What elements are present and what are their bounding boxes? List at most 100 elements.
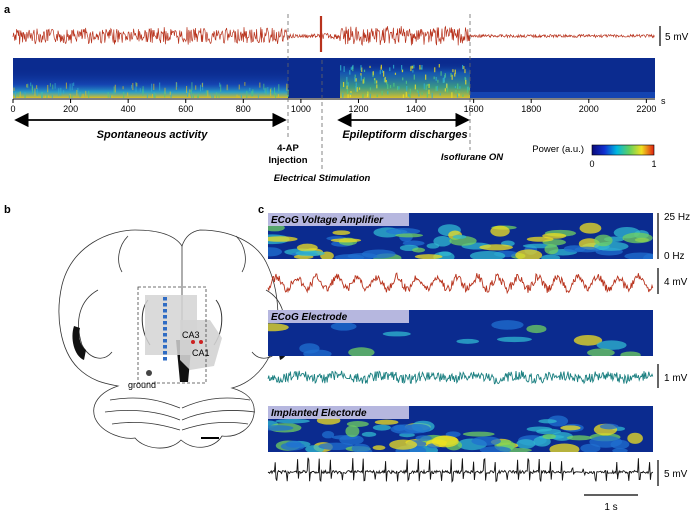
electrode-contact bbox=[163, 297, 167, 301]
spec-blob bbox=[452, 234, 467, 239]
spec-texture-mark bbox=[30, 82, 32, 87]
spec-texture-mark bbox=[418, 93, 420, 97]
spec-texture-mark bbox=[49, 83, 51, 87]
spec-texture-mark bbox=[211, 94, 213, 98]
spec-texture-mark bbox=[381, 69, 383, 73]
spec-texture-mark bbox=[421, 92, 423, 96]
axis-unit-s: s bbox=[661, 96, 666, 106]
spec-texture-mark bbox=[363, 69, 366, 73]
spec-texture-mark bbox=[350, 92, 352, 96]
spec-texture-mark bbox=[69, 93, 71, 98]
spec-texture-mark bbox=[190, 89, 192, 94]
spec-texture-mark bbox=[257, 94, 259, 98]
spec2-title: ECoG Electrode bbox=[271, 312, 348, 323]
spec-texture-mark bbox=[58, 88, 60, 96]
spec-texture-mark bbox=[238, 95, 240, 98]
spec-blob bbox=[526, 324, 547, 334]
spec-blob bbox=[594, 234, 613, 247]
spec-texture-mark bbox=[350, 90, 352, 95]
spec-texture-mark bbox=[71, 95, 73, 98]
spec-texture-mark bbox=[379, 70, 381, 75]
spec-texture-mark bbox=[417, 91, 419, 94]
spec-texture-mark bbox=[437, 79, 439, 83]
spec-texture-mark bbox=[457, 83, 459, 89]
spec-texture-mark bbox=[342, 81, 345, 88]
spec-texture-mark bbox=[454, 69, 456, 75]
spec-blob bbox=[622, 232, 653, 244]
spec-discharge-band bbox=[340, 62, 470, 98]
spec-texture-mark bbox=[392, 64, 395, 69]
spec-blob bbox=[516, 439, 536, 449]
spec-texture-mark bbox=[374, 78, 376, 84]
spec-texture-mark bbox=[52, 84, 54, 90]
electrode-contact bbox=[163, 321, 167, 325]
spec-texture-mark bbox=[270, 92, 272, 97]
trace-implanted-electrode bbox=[267, 457, 654, 483]
spec-texture-mark bbox=[380, 66, 382, 70]
spec-texture-mark bbox=[366, 93, 369, 98]
colorbar bbox=[591, 144, 655, 156]
spec-texture-mark bbox=[69, 83, 71, 91]
spec-blob bbox=[415, 435, 432, 441]
spec-texture-mark bbox=[356, 87, 358, 92]
spec-blob bbox=[549, 443, 580, 452]
spec-blob bbox=[573, 335, 603, 346]
scale-label-5mv: 5 mV bbox=[665, 32, 689, 43]
spec-texture-mark bbox=[456, 94, 459, 98]
spec-blob bbox=[332, 230, 351, 236]
spec-texture-mark bbox=[132, 82, 134, 91]
spec-texture-mark bbox=[220, 84, 222, 92]
spec-texture-mark bbox=[464, 76, 466, 80]
spec-blob bbox=[275, 418, 310, 424]
left-dark-structure bbox=[72, 326, 86, 360]
spec-texture-mark bbox=[426, 91, 428, 98]
spec-texture-mark bbox=[349, 70, 351, 75]
spec-texture-mark bbox=[405, 80, 408, 84]
time-tick-label: 1000 bbox=[291, 104, 311, 114]
spec-texture-mark bbox=[79, 91, 81, 98]
time-tick-label: 200 bbox=[63, 104, 78, 114]
spec-texture-mark bbox=[114, 84, 116, 93]
injection-label-2: Injection bbox=[268, 155, 307, 166]
spec-texture-mark bbox=[355, 78, 357, 82]
electrode-contact bbox=[163, 315, 167, 319]
spontaneous-label: Spontaneous activity bbox=[97, 129, 209, 141]
panel-label-c: c bbox=[258, 204, 264, 216]
spec-texture-mark bbox=[347, 94, 349, 98]
spec-texture-mark bbox=[409, 94, 411, 98]
time-tick-label: 800 bbox=[236, 104, 251, 114]
trace-voltage-amplifier bbox=[267, 272, 654, 295]
time-tick-label: 0 bbox=[10, 104, 15, 114]
spec-blob bbox=[345, 425, 360, 438]
spec-texture-mark bbox=[416, 89, 419, 93]
spec-texture-mark bbox=[265, 87, 267, 96]
spec-texture-mark bbox=[459, 86, 461, 89]
spec-blob bbox=[268, 247, 283, 257]
spec-texture-mark bbox=[77, 87, 79, 93]
spec-texture-mark bbox=[431, 92, 433, 98]
spec-blob bbox=[431, 435, 459, 448]
spec-texture-mark bbox=[189, 89, 191, 93]
spec3-title-box bbox=[268, 406, 409, 419]
spec-blob bbox=[268, 323, 289, 332]
spec-texture-mark bbox=[355, 86, 357, 92]
injection-label-1: 4-AP bbox=[277, 143, 299, 154]
spec-blob bbox=[295, 250, 325, 257]
spec-texture-mark bbox=[153, 83, 155, 90]
spec-texture-mark bbox=[423, 83, 425, 90]
hippocampus-region bbox=[180, 320, 222, 370]
time-tick-label: 1800 bbox=[521, 104, 541, 114]
spec-texture-mark bbox=[350, 67, 352, 71]
spec-texture-mark bbox=[428, 89, 430, 95]
spec-blob bbox=[361, 431, 377, 437]
spec-texture-mark bbox=[170, 91, 172, 98]
spec-texture-mark bbox=[47, 95, 49, 98]
spec-blob bbox=[589, 435, 623, 448]
spec-texture-mark bbox=[410, 66, 412, 72]
spec-texture-mark bbox=[65, 82, 67, 89]
spec-texture-mark bbox=[354, 74, 356, 78]
spec-blob bbox=[318, 442, 355, 450]
spec-blob bbox=[351, 443, 370, 452]
spec-texture-mark bbox=[267, 87, 269, 95]
time-tick-label: 1200 bbox=[348, 104, 368, 114]
